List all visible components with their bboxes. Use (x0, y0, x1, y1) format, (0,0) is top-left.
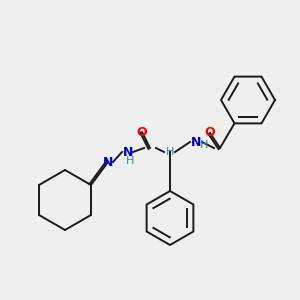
Text: O: O (137, 125, 147, 139)
Text: N: N (103, 155, 113, 169)
Text: N: N (191, 136, 201, 148)
Text: O: O (205, 127, 215, 140)
Text: N: N (123, 146, 133, 158)
Text: H: H (126, 156, 134, 166)
Text: H: H (200, 140, 208, 150)
Text: H: H (166, 147, 174, 157)
